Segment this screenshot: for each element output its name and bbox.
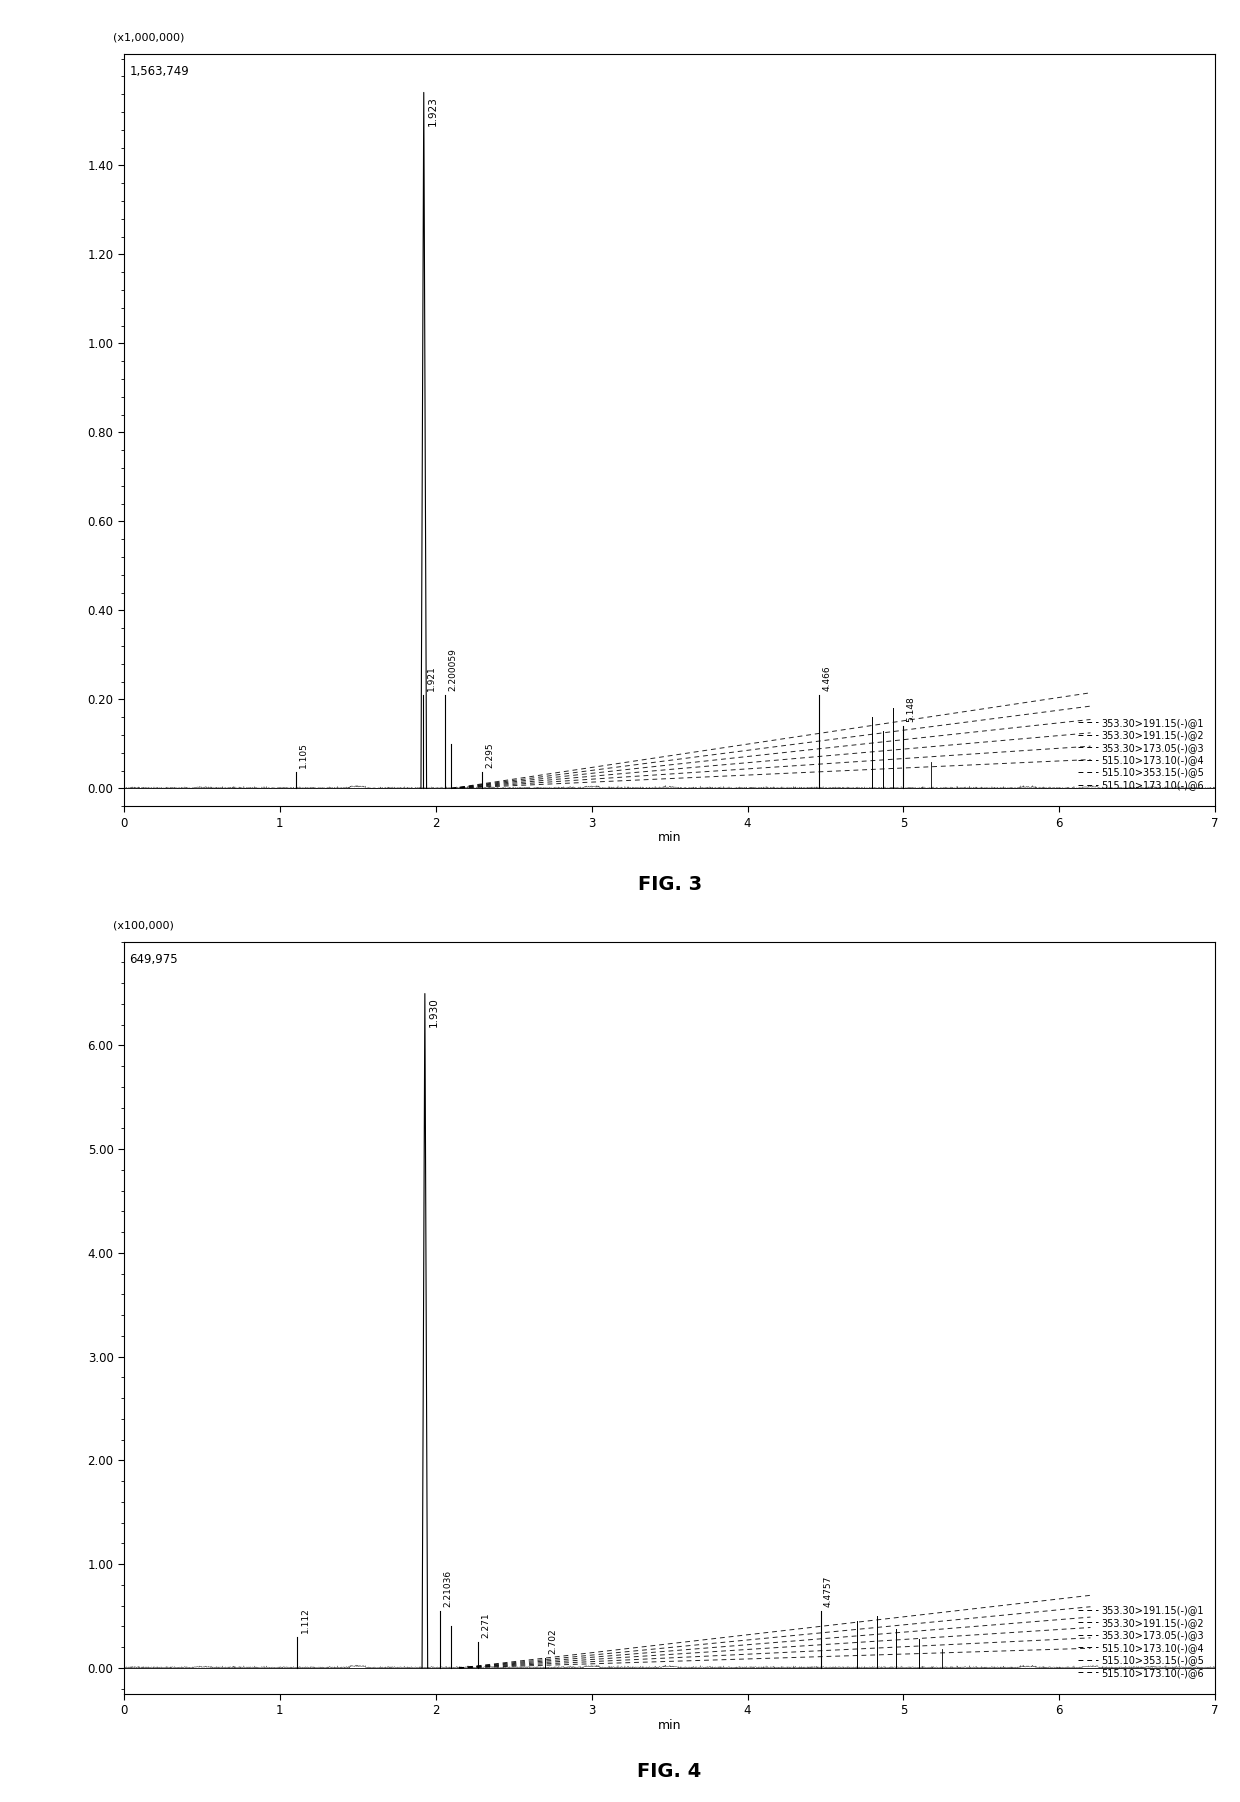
Legend: 353.30>191.15(-)@1, 353.30>191.15(-)@2, 353.30>173.05(-)@3, 515.10>173.10(-)@4, : 353.30>191.15(-)@1, 353.30>191.15(-)@2, …	[1074, 1602, 1208, 1681]
Text: FIG. 4: FIG. 4	[637, 1762, 702, 1782]
Text: 1.112: 1.112	[300, 1607, 310, 1633]
Text: 1,563,749: 1,563,749	[129, 65, 190, 77]
Text: 1.923: 1.923	[428, 96, 438, 126]
Text: (x1,000,000): (x1,000,000)	[113, 32, 185, 43]
Text: FIG. 3: FIG. 3	[637, 874, 702, 894]
Text: 649,975: 649,975	[129, 953, 179, 966]
Text: 2.200059: 2.200059	[448, 649, 458, 692]
Text: 2.21036: 2.21036	[444, 1570, 453, 1607]
Text: 5.148: 5.148	[906, 697, 915, 723]
Text: 2.271: 2.271	[481, 1613, 490, 1638]
Legend: 353.30>191.15(-)@1, 353.30>191.15(-)@2, 353.30>173.05(-)@3, 515.10>173.10(-)@4, : 353.30>191.15(-)@1, 353.30>191.15(-)@2, …	[1074, 714, 1208, 795]
Text: 2.702: 2.702	[548, 1629, 557, 1654]
X-axis label: min: min	[658, 831, 681, 843]
Text: 2.295: 2.295	[485, 742, 494, 768]
Text: 4.466: 4.466	[822, 665, 831, 692]
Text: 1.105: 1.105	[299, 742, 309, 768]
Text: 1.921: 1.921	[427, 665, 435, 692]
Text: 1.930: 1.930	[429, 997, 439, 1027]
Text: 4.4757: 4.4757	[823, 1577, 833, 1607]
Text: (x100,000): (x100,000)	[113, 921, 174, 930]
X-axis label: min: min	[658, 1719, 681, 1732]
